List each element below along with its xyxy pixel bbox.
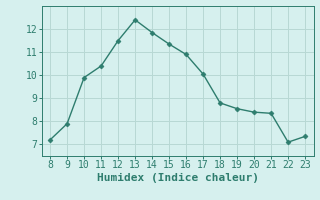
X-axis label: Humidex (Indice chaleur): Humidex (Indice chaleur) xyxy=(97,173,259,183)
